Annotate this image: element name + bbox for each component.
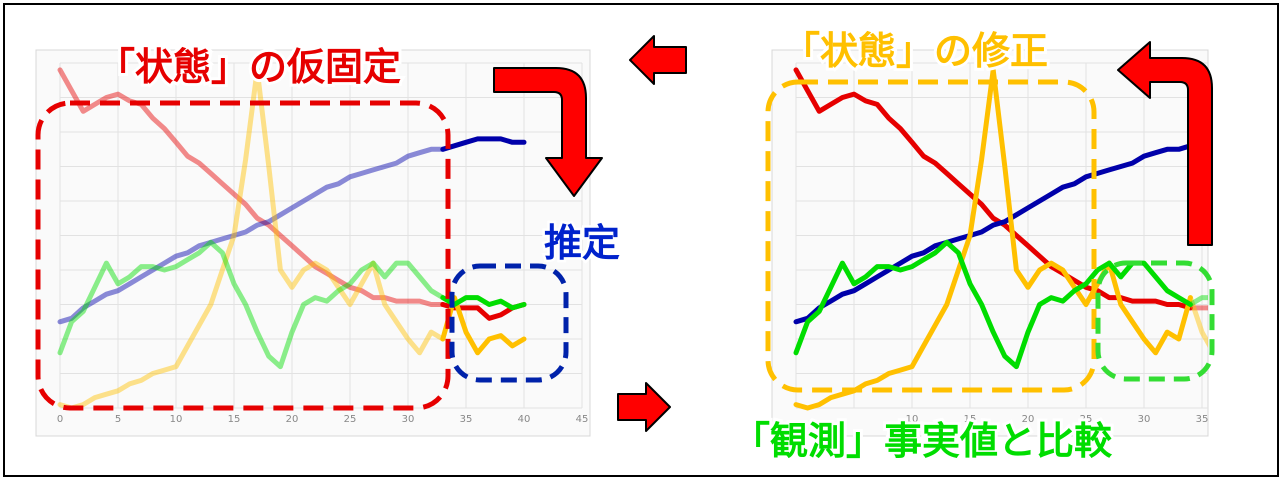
x-tick-label: 25 (344, 414, 357, 425)
right-chart-area (771, 49, 1209, 437)
series-line-green (440, 295, 527, 311)
left-chart: 0 5 10 15 20 25 30 35 40 45 (57, 62, 589, 425)
observation-compare-label: 「観測」事実値と比較 (732, 419, 1113, 463)
tentative-state-label: 「状態」の仮固定 (97, 45, 401, 89)
x-tick-label: 5 (115, 414, 121, 425)
x-tick-label: 10 (906, 414, 919, 425)
curved-arrow-down-icon (493, 67, 603, 197)
arrow-right-icon (617, 382, 671, 432)
x-tick-label: 10 (170, 414, 183, 425)
left-chart-area (35, 49, 591, 437)
series-line-faded-red (57, 67, 446, 307)
x-tick-label: 30 (1138, 414, 1151, 425)
series-line-red (793, 67, 1193, 311)
series-line-blue (793, 143, 1193, 325)
series-line-yellow (793, 67, 1193, 411)
series-line-faded-red (1187, 305, 1208, 311)
x-tick-label: 0 (57, 414, 63, 425)
right-chart: 10 15 20 25 30 35 40 (793, 62, 1267, 425)
x-tick-label: 15 (228, 414, 241, 425)
x-tick-label: 40 (1254, 414, 1267, 425)
tentative-state-box (35, 100, 451, 411)
x-tick-label: 40 (518, 414, 531, 425)
series-line-green (793, 239, 1193, 370)
estimate-label: 推定 (544, 221, 620, 265)
series-line-faded-yellow (1187, 295, 1208, 348)
x-tick-label: 20 (286, 414, 299, 425)
x-tick-label: 45 (576, 414, 589, 425)
x-tick-label: 35 (1196, 414, 1209, 425)
diagram-frame (3, 3, 1279, 477)
state-correction-label: 「状態」の修正 (782, 29, 1048, 73)
x-tick-label: 35 (460, 414, 473, 425)
arrow-left-icon (629, 35, 687, 85)
series-line-faded-green (57, 239, 446, 370)
series-line-faded-yellow (57, 67, 446, 411)
x-tick-label: 30 (402, 414, 415, 425)
x-tick-label: 20 (1022, 414, 1035, 425)
curved-arrow-up-icon (1117, 41, 1213, 246)
correction-box (765, 79, 1097, 393)
x-tick-label: 15 (964, 414, 977, 425)
series-line-faded-blue (57, 146, 446, 325)
x-tick-label: 25 (1080, 414, 1093, 425)
series-line-faded-green (1187, 295, 1208, 307)
observation-box (1095, 260, 1215, 382)
estimate-box (449, 263, 569, 383)
series-line-blue (440, 136, 527, 152)
